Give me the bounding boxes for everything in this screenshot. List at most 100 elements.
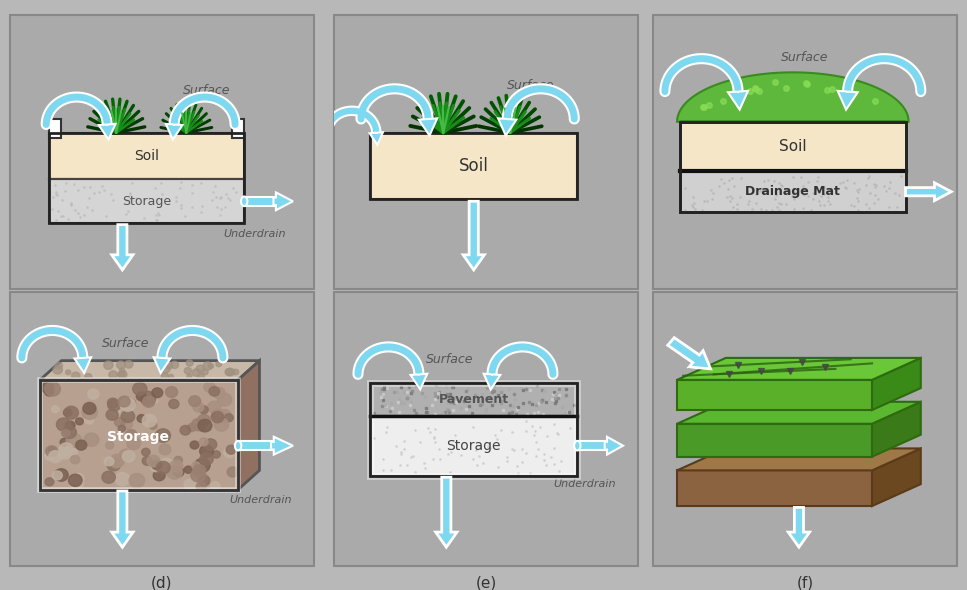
Bar: [680, 122, 905, 212]
Bar: [370, 133, 577, 199]
Circle shape: [198, 476, 210, 486]
FancyArrow shape: [74, 358, 91, 373]
Circle shape: [142, 457, 152, 466]
Polygon shape: [872, 402, 921, 457]
Circle shape: [199, 406, 208, 414]
Circle shape: [71, 455, 79, 464]
Circle shape: [63, 426, 76, 438]
Circle shape: [147, 455, 160, 467]
Circle shape: [136, 392, 146, 401]
Circle shape: [123, 451, 134, 462]
Circle shape: [193, 402, 204, 412]
Text: Surface: Surface: [102, 337, 149, 350]
Circle shape: [117, 361, 125, 369]
Polygon shape: [677, 424, 872, 457]
Circle shape: [118, 425, 126, 432]
Circle shape: [126, 399, 135, 407]
FancyArrow shape: [463, 201, 484, 270]
Circle shape: [152, 388, 162, 398]
Circle shape: [66, 434, 82, 447]
Circle shape: [192, 369, 200, 376]
Circle shape: [111, 460, 121, 468]
Circle shape: [51, 406, 59, 412]
Circle shape: [213, 388, 225, 398]
Circle shape: [211, 481, 220, 490]
FancyArrow shape: [498, 119, 516, 136]
Circle shape: [152, 460, 161, 470]
Circle shape: [165, 363, 173, 369]
Circle shape: [226, 368, 235, 376]
Circle shape: [169, 460, 183, 472]
Text: Drainage Mat: Drainage Mat: [746, 185, 840, 198]
Circle shape: [208, 363, 214, 369]
Polygon shape: [677, 73, 909, 122]
Circle shape: [110, 454, 125, 467]
Circle shape: [150, 396, 158, 404]
FancyArrow shape: [112, 491, 133, 547]
Circle shape: [118, 371, 127, 379]
Circle shape: [85, 373, 92, 380]
Circle shape: [60, 438, 69, 446]
Text: Storage: Storage: [447, 439, 501, 453]
Circle shape: [45, 478, 54, 486]
Circle shape: [185, 368, 191, 374]
Circle shape: [125, 360, 132, 368]
Text: Surface: Surface: [184, 84, 231, 97]
Circle shape: [208, 401, 221, 413]
Text: Soil: Soil: [779, 139, 806, 154]
Circle shape: [84, 416, 94, 424]
Polygon shape: [677, 358, 921, 380]
Text: Soil: Soil: [134, 149, 160, 163]
Circle shape: [108, 399, 121, 411]
FancyArrow shape: [604, 437, 623, 455]
Ellipse shape: [235, 441, 242, 451]
Circle shape: [42, 382, 53, 393]
Circle shape: [120, 449, 132, 461]
Circle shape: [105, 442, 114, 449]
Circle shape: [209, 386, 220, 396]
Circle shape: [212, 409, 224, 419]
FancyArrow shape: [788, 507, 809, 547]
Circle shape: [196, 482, 206, 491]
Circle shape: [149, 422, 157, 430]
Circle shape: [149, 458, 161, 468]
Text: (a): (a): [152, 298, 172, 313]
FancyArrow shape: [728, 91, 748, 110]
Circle shape: [200, 453, 213, 465]
Text: (c): (c): [795, 298, 815, 313]
Circle shape: [166, 465, 182, 479]
Circle shape: [227, 467, 238, 477]
Circle shape: [198, 424, 206, 431]
Circle shape: [202, 369, 208, 375]
Circle shape: [82, 405, 98, 419]
Circle shape: [48, 451, 62, 463]
Circle shape: [72, 372, 80, 379]
Circle shape: [198, 419, 212, 432]
Circle shape: [192, 465, 206, 476]
Polygon shape: [677, 448, 921, 470]
Circle shape: [174, 456, 183, 464]
Circle shape: [75, 418, 83, 425]
Circle shape: [159, 444, 171, 455]
Circle shape: [213, 451, 220, 458]
Polygon shape: [41, 360, 259, 380]
FancyArrow shape: [274, 192, 293, 210]
Circle shape: [59, 443, 73, 455]
Circle shape: [191, 418, 205, 431]
Circle shape: [121, 419, 132, 430]
Circle shape: [130, 474, 145, 487]
Circle shape: [118, 396, 131, 407]
Text: Surface: Surface: [781, 51, 829, 64]
Text: Soil: Soil: [458, 156, 488, 175]
Circle shape: [187, 360, 193, 366]
Ellipse shape: [574, 441, 580, 451]
Circle shape: [217, 409, 231, 423]
Bar: [41, 380, 238, 490]
Bar: [49, 119, 62, 138]
Circle shape: [184, 479, 196, 490]
Circle shape: [191, 462, 200, 470]
Circle shape: [64, 409, 72, 417]
FancyArrow shape: [837, 91, 858, 110]
Circle shape: [120, 396, 132, 407]
Circle shape: [141, 448, 150, 456]
